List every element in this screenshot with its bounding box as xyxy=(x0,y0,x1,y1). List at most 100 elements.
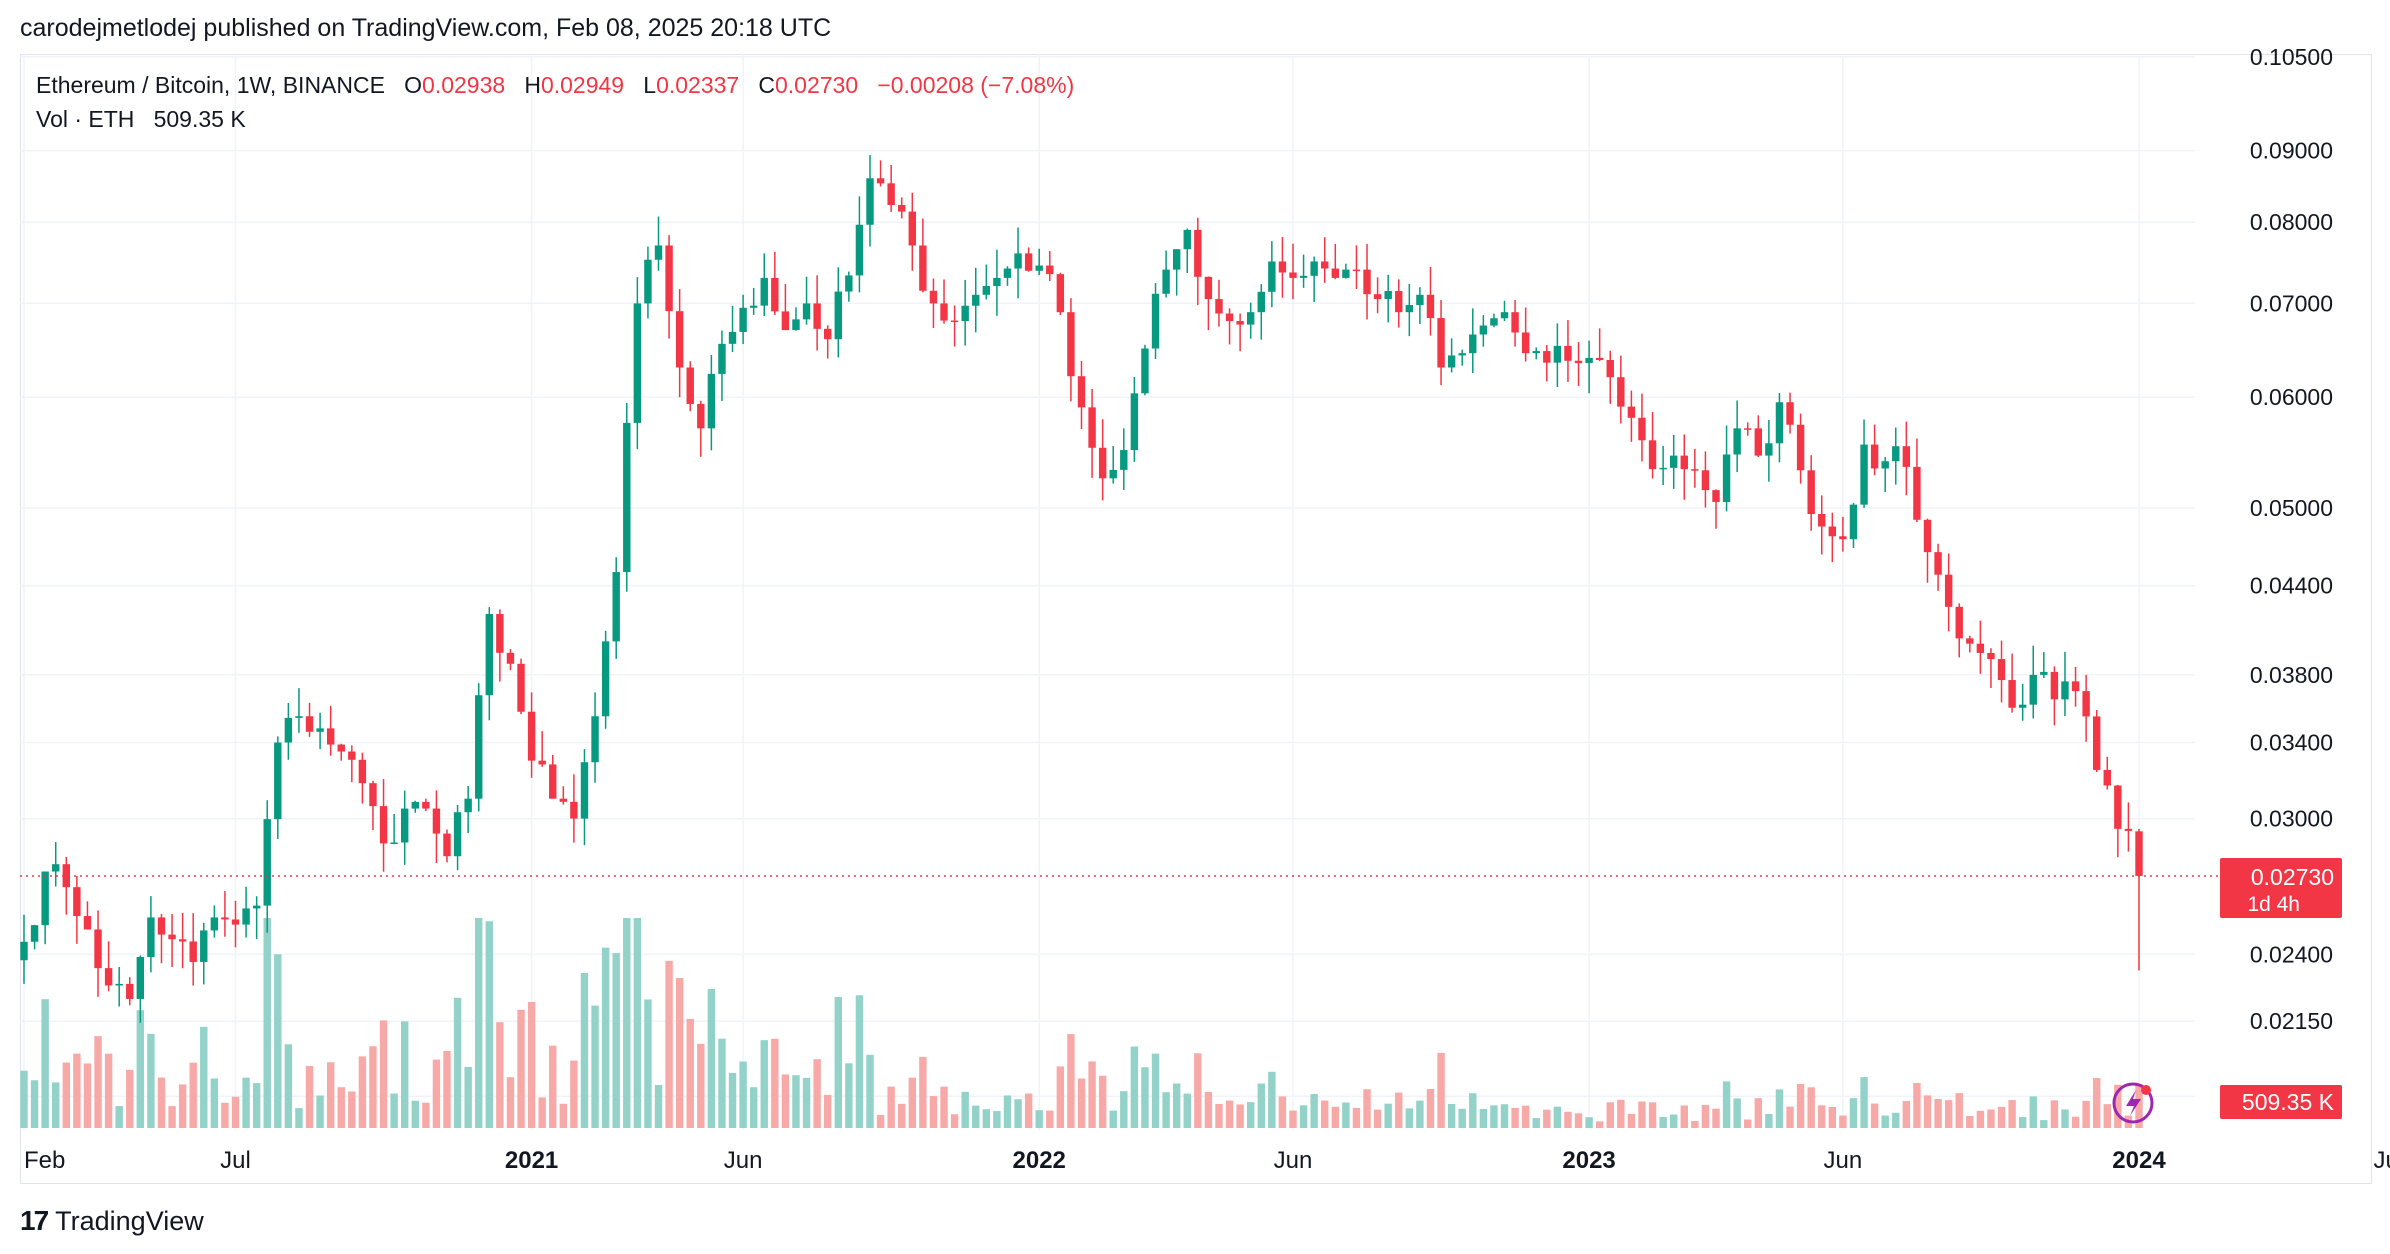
volume-bar xyxy=(781,1074,790,1128)
candle-up xyxy=(739,307,747,332)
legend-c-label: C xyxy=(758,72,775,98)
volume-bar xyxy=(1035,1110,1043,1128)
candle-down xyxy=(1712,490,1720,502)
volume-bar xyxy=(1204,1091,1213,1128)
candle-down xyxy=(2135,831,2143,876)
candle-up xyxy=(1733,428,1741,455)
candle-up xyxy=(316,728,324,732)
candle-down xyxy=(675,311,684,368)
candle-down xyxy=(1511,312,1519,333)
volume-bar xyxy=(961,1091,969,1128)
volume-bar xyxy=(1384,1103,1392,1128)
candle-up xyxy=(1469,334,1477,354)
candle-up xyxy=(1268,261,1276,292)
volume-bar xyxy=(1638,1101,1646,1128)
candle-up xyxy=(2040,671,2048,675)
candle-up xyxy=(1416,294,1424,306)
candle-up xyxy=(1109,469,1117,479)
volume-bar xyxy=(475,918,483,1128)
candle-down xyxy=(1077,376,1086,408)
volume-bar xyxy=(1046,1110,1054,1128)
candle-down xyxy=(358,759,367,784)
candle-up xyxy=(1405,305,1414,313)
volume-bar xyxy=(1278,1096,1287,1128)
candle-up xyxy=(580,762,589,819)
candle-down xyxy=(1543,351,1551,363)
volume-badge-value: 509.35 K xyxy=(2242,1089,2335,1115)
volume-bar xyxy=(1553,1106,1562,1128)
volume-bar xyxy=(1796,1083,1805,1128)
candle-up xyxy=(749,305,758,308)
volume-bar xyxy=(707,988,716,1128)
volume-bar xyxy=(1818,1105,1826,1128)
candle-down xyxy=(570,801,578,819)
volume-bar xyxy=(1733,1098,1741,1128)
y-tick-label: 0.02400 xyxy=(2250,941,2333,967)
legend-h-label: H xyxy=(524,72,541,98)
legend-o-label: O xyxy=(404,72,423,98)
candle-down xyxy=(1796,424,1805,471)
candle-down xyxy=(379,806,388,844)
candle-up xyxy=(210,917,219,931)
volume-bar xyxy=(2092,1078,2101,1128)
volume-label: Vol · ETH xyxy=(36,106,135,132)
candle-up xyxy=(263,819,271,906)
candle-up xyxy=(30,925,39,942)
candle-down xyxy=(1595,357,1604,361)
candle-down xyxy=(1944,574,1953,607)
candle-up xyxy=(1849,504,1858,540)
candle-up xyxy=(623,422,631,573)
volume-bar xyxy=(686,1018,694,1128)
candle-up xyxy=(1585,357,1593,364)
volume-bar xyxy=(284,1044,293,1128)
candle-down xyxy=(919,245,927,291)
volume-bar xyxy=(549,1045,557,1128)
volume-bar xyxy=(443,1050,451,1128)
candle-up xyxy=(1500,312,1509,319)
volume-bars xyxy=(20,918,2143,1128)
candle-down xyxy=(1976,643,1985,653)
volume-bar xyxy=(1098,1075,1107,1128)
volume-bar xyxy=(1691,1120,1699,1128)
volume-bar xyxy=(1458,1108,1466,1128)
candle-up xyxy=(707,373,716,429)
volume-bar xyxy=(1500,1104,1509,1128)
flash-icon xyxy=(2112,1082,2154,1124)
candle-down xyxy=(1606,360,1614,378)
volume-bar xyxy=(326,1062,335,1128)
volume-bar xyxy=(739,1061,747,1128)
legend-close: 0.02730 xyxy=(775,72,859,98)
candle-up xyxy=(1120,450,1128,470)
candle-down xyxy=(1194,229,1202,277)
legend-low: 0.02337 xyxy=(656,72,740,98)
candle-down xyxy=(559,798,568,802)
candle-up xyxy=(475,695,483,799)
volume-bar xyxy=(1744,1119,1752,1128)
volume-bar xyxy=(591,1005,599,1128)
volume-bar xyxy=(1321,1100,1329,1128)
volume-bar xyxy=(506,1077,515,1128)
volume-bar xyxy=(30,1080,39,1128)
tradingview-footer[interactable]: 17 TradingView xyxy=(20,1205,204,1237)
candle-up xyxy=(982,286,991,295)
candle-up xyxy=(1035,265,1043,271)
volume-bar xyxy=(940,1086,948,1128)
candle-up xyxy=(1183,229,1191,250)
x-tick-label: 2022 xyxy=(1013,1147,1066,1174)
volume-bar xyxy=(1775,1089,1784,1128)
candle-down xyxy=(221,917,229,920)
volume-bar xyxy=(411,1100,419,1128)
candle-down xyxy=(1828,526,1837,537)
volume-bar xyxy=(390,1093,398,1128)
y-tick-label: 0.04400 xyxy=(2250,573,2333,599)
candle-down xyxy=(1352,269,1361,272)
candle-down xyxy=(940,303,948,321)
flash-icon-dot xyxy=(2141,1085,2151,1095)
candle-up xyxy=(866,178,874,225)
volume-bar xyxy=(316,1095,324,1128)
candle-down xyxy=(1902,446,1911,467)
volume-bar xyxy=(644,999,652,1128)
candle-up xyxy=(115,983,123,986)
volume-bar xyxy=(157,1077,166,1128)
